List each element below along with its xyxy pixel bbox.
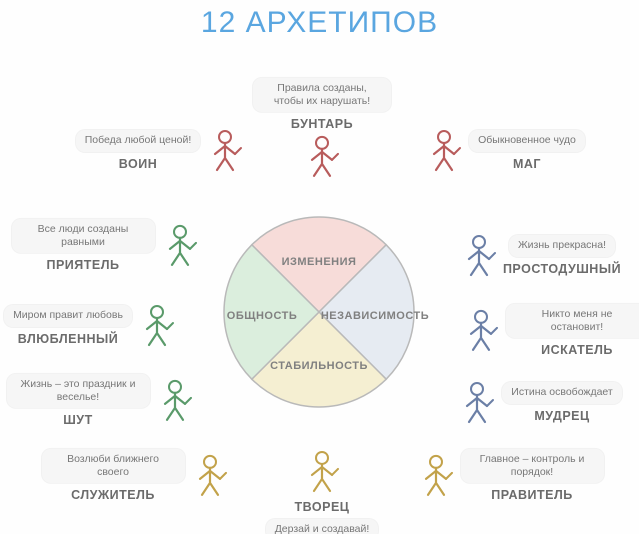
character-illustration: [416, 453, 456, 497]
archetype-priyatel: Все люди созданы равными ПРИЯТЕЛЬ: [10, 218, 200, 272]
character-icon: [457, 380, 497, 424]
quote-bubble: Жизнь прекрасна!: [508, 234, 616, 257]
archetype-prostodushny: Жизнь прекрасна! ПРОСТОДУШНЫЙ: [445, 233, 635, 277]
character-illustration: [155, 378, 195, 422]
archetype-name: ВЛЮБЛЕННЫЙ: [3, 332, 133, 346]
character-icon: [424, 128, 464, 172]
archetype-buntar: Правила созданы, чтобы их нарушать! БУНТА…: [252, 77, 392, 183]
character-icon: [302, 449, 342, 493]
archetype-mag: Обыкновенное чудо МАГ: [410, 128, 600, 172]
pie-label: НЕЗАВИСИМОСТЬ: [321, 310, 429, 322]
archetype-name: ПРОСТОДУШНЫЙ: [503, 262, 621, 276]
archetype-vlyublenny: Миром правит любовь ВЛЮБЛЕННЫЙ: [0, 303, 185, 347]
archetype-name: МУДРЕЦ: [501, 409, 622, 423]
archetype-pravitel: Главное – контроль и порядок! ПРАВИТЕЛЬ: [415, 448, 605, 502]
quote-bubble: Жизнь – это праздник и веселье!: [6, 373, 151, 409]
archetype-name: ПРАВИТЕЛЬ: [460, 488, 605, 502]
quote-bubble: Главное – контроль и порядок!: [460, 448, 605, 484]
character-icon: [461, 308, 501, 352]
quote-bubble: Правила созданы, чтобы их нарушать!: [252, 77, 392, 113]
quote-bubble: Никто меня не остановит!: [505, 303, 639, 339]
archetype-name: МАГ: [468, 157, 586, 171]
quote-bubble: Все люди созданы равными: [11, 218, 156, 254]
pie-label: ОБЩНОСТЬ: [227, 310, 297, 322]
quote-bubble: Истина освобождает: [501, 381, 622, 404]
quote-bubble: Обыкновенное чудо: [468, 129, 586, 152]
pie-label: ИЗМЕНЕНИЯ: [282, 256, 357, 268]
archetype-tvorets: ТВОРЕЦ Дерзай и создавай!: [252, 449, 392, 534]
quote-bubble: Миром правит любовь: [3, 304, 133, 327]
archetype-name: ТВОРЕЦ: [252, 500, 392, 514]
quote-bubble: Победа любой ценой!: [75, 129, 202, 152]
character-icon: [416, 453, 456, 497]
character-icon: [190, 453, 230, 497]
archetype-shut: Жизнь – это праздник и веселье! ШУТ: [5, 373, 195, 427]
character-illustration: [205, 128, 245, 172]
page-title: 12 АРХЕТИПОВ: [0, 6, 639, 40]
archetype-name: ШУТ: [6, 413, 151, 427]
archetype-name: ИСКАТЕЛЬ: [505, 343, 639, 357]
archetype-name: ВОИН: [75, 157, 202, 171]
character-illustration: [137, 303, 177, 347]
archetype-name: БУНТАРЬ: [252, 117, 392, 131]
quote-bubble: Возлюби ближнего своего: [41, 448, 186, 484]
character-icon: [205, 128, 245, 172]
character-icon: [459, 233, 499, 277]
archetype-iskatel: Никто меня не остановит! ИСКАТЕЛЬ: [460, 303, 639, 357]
character-icon: [302, 134, 342, 178]
character-illustration: [457, 380, 497, 424]
archetype-name: СЛУЖИТЕЛЬ: [41, 488, 186, 502]
pie-label: СТАБИЛЬНОСТЬ: [270, 360, 368, 372]
character-illustration: [302, 449, 342, 493]
character-illustration: [302, 134, 342, 178]
character-illustration: [459, 233, 499, 277]
character-illustration: [424, 128, 464, 172]
character-icon: [137, 303, 177, 347]
character-icon: [160, 223, 200, 267]
character-illustration: [190, 453, 230, 497]
archetype-voin: Победа любой ценой! ВОИН: [65, 128, 255, 172]
archetype-name: ПРИЯТЕЛЬ: [11, 258, 156, 272]
archetype-sluzhitel: Возлюби ближнего своего СЛУЖИТЕЛЬ: [40, 448, 230, 502]
character-icon: [155, 378, 195, 422]
quote-bubble: Дерзай и создавай!: [265, 518, 380, 534]
archetype-mudrets: Истина освобождает МУДРЕЦ: [445, 380, 635, 424]
character-illustration: [160, 223, 200, 267]
character-illustration: [461, 308, 501, 352]
